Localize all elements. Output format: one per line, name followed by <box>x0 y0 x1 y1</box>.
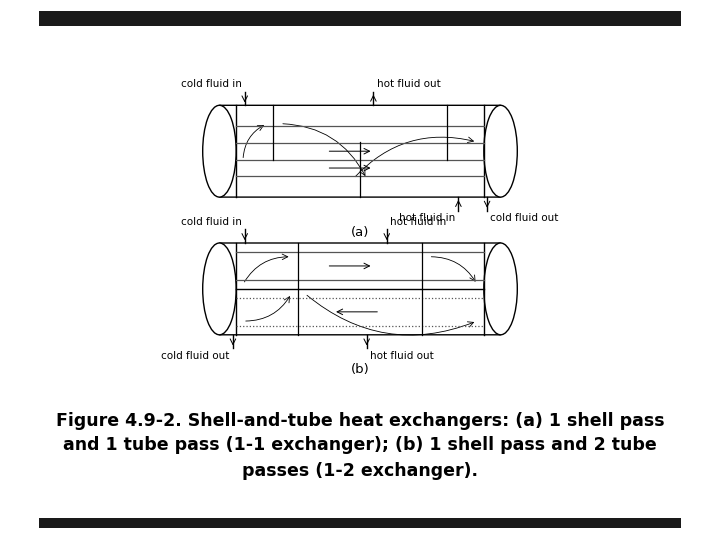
Ellipse shape <box>203 105 236 197</box>
Text: cold fluid out: cold fluid out <box>161 351 230 361</box>
Text: hot fluid in: hot fluid in <box>399 213 455 224</box>
Text: (b): (b) <box>351 363 369 376</box>
Text: Figure 4.9-2. Shell-and-tube heat exchangers: (a) 1 shell pass
and 1 tube pass (: Figure 4.9-2. Shell-and-tube heat exchan… <box>55 411 665 480</box>
Text: hot fluid out: hot fluid out <box>370 351 433 361</box>
Ellipse shape <box>203 243 236 335</box>
Ellipse shape <box>484 243 517 335</box>
Text: (a): (a) <box>351 226 369 239</box>
Text: cold fluid in: cold fluid in <box>181 217 241 227</box>
Text: cold fluid out: cold fluid out <box>490 213 559 224</box>
Text: cold fluid in: cold fluid in <box>181 79 241 89</box>
Ellipse shape <box>484 105 517 197</box>
FancyBboxPatch shape <box>220 243 500 335</box>
Text: hot fluid in: hot fluid in <box>390 217 446 227</box>
Bar <box>39 518 681 528</box>
FancyBboxPatch shape <box>220 105 500 197</box>
Bar <box>39 11 681 26</box>
Text: hot fluid out: hot fluid out <box>377 79 441 89</box>
